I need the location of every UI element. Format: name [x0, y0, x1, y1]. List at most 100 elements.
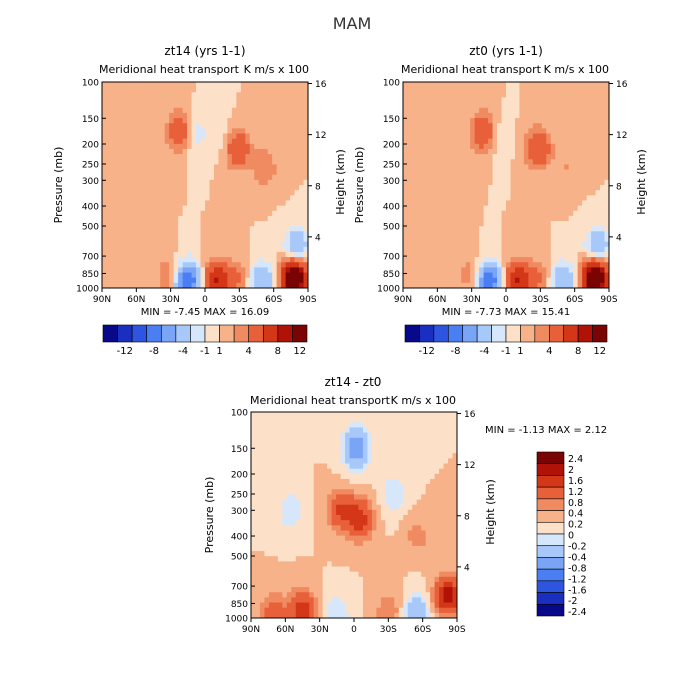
heatmap-cell — [254, 262, 260, 268]
heatmap-cell — [506, 154, 511, 160]
heatmap-cell — [582, 282, 588, 289]
heatmap-cell — [371, 566, 377, 573]
heatmap-cell — [456, 221, 462, 227]
heatmap-cell — [331, 499, 337, 506]
heatmap-cell — [155, 231, 161, 237]
heatmap-cell — [429, 154, 435, 160]
heatmap-cell — [218, 282, 224, 289]
heatmap-cell — [559, 272, 565, 279]
heatmap-cell — [209, 262, 215, 268]
heatmap-cell — [411, 159, 417, 165]
heatmap-cell — [447, 226, 453, 232]
heatmap-cell — [322, 468, 328, 475]
heatmap-cell — [218, 277, 224, 284]
heatmap-cell — [501, 241, 507, 248]
heatmap-cell — [119, 210, 125, 217]
heatmap-cell — [420, 221, 426, 227]
heatmap-cell — [479, 102, 485, 109]
heatmap-cell — [236, 169, 242, 176]
heatmap-cell — [251, 592, 256, 598]
heatmap-cell — [222, 97, 228, 103]
heatmap-cell — [595, 241, 601, 248]
heatmap-cell — [291, 432, 297, 439]
heatmap-cell — [236, 246, 242, 253]
heatmap-cell — [322, 473, 328, 480]
heatmap-cell — [264, 597, 270, 603]
heatmap-cell — [376, 442, 382, 449]
heatmap-cell — [501, 200, 507, 206]
heatmap-cell — [582, 262, 588, 268]
heatmap-cell — [461, 133, 467, 140]
heatmap-cell — [264, 612, 270, 619]
heatmap-cell — [582, 138, 588, 145]
heatmap-cell — [155, 257, 161, 263]
heatmap-cell — [286, 576, 292, 583]
heatmap-cell — [336, 515, 341, 521]
heatmap-cell — [550, 148, 556, 155]
heatmap-cell — [182, 179, 188, 186]
heatmap-cell — [263, 159, 269, 165]
heatmap-cell — [294, 164, 300, 170]
heatmap-cell — [291, 576, 297, 583]
heatmap-cell — [236, 123, 242, 129]
heatmap-cell — [200, 195, 206, 201]
heatmap-cell — [497, 169, 502, 176]
heatmap-cell — [345, 612, 350, 619]
heatmap-cell — [528, 200, 534, 206]
heatmap-cell — [327, 587, 333, 593]
heatmap-cell — [213, 164, 219, 170]
heatmap-cell — [336, 545, 341, 552]
heatmap-cell — [340, 592, 346, 598]
heatmap-cell — [137, 138, 143, 145]
heatmap-cell — [376, 556, 382, 562]
heatmap-cell — [205, 169, 210, 176]
heatmap-cell — [582, 185, 588, 191]
heatmap-cell — [514, 112, 520, 119]
heatmap-cell — [407, 221, 413, 227]
heatmap-cell — [272, 92, 278, 98]
heatmap-cell — [595, 221, 601, 227]
heatmap-cell — [349, 561, 355, 567]
heatmap-cell — [160, 143, 166, 150]
heatmap-cell — [452, 118, 458, 124]
heatmap-cell — [309, 566, 315, 573]
heatmap-cell — [541, 174, 547, 181]
heatmap-cell — [169, 143, 175, 150]
heatmap-cell — [447, 190, 453, 196]
heatmap-cell — [483, 112, 489, 119]
heatmap-cell — [277, 587, 283, 593]
heatmap-cell — [205, 282, 210, 289]
heatmap-cell — [182, 251, 188, 258]
heatmap-cell — [474, 179, 480, 186]
heatmap-cell — [519, 257, 525, 263]
heatmap-cell — [555, 226, 561, 232]
heatmap-cell — [586, 133, 592, 140]
heatmap-cell — [254, 174, 260, 181]
heatmap-cell — [465, 221, 471, 227]
heatmap-cell — [187, 102, 192, 109]
heatmap-cell — [434, 159, 440, 165]
heatmap-cell — [555, 128, 561, 134]
heatmap-cell — [106, 282, 112, 289]
heatmap-cell — [523, 246, 529, 253]
heatmap-cell — [160, 241, 166, 248]
heatmap-cell — [303, 133, 309, 140]
colorbar-swatch — [548, 324, 565, 343]
heatmap-cell — [240, 138, 246, 145]
heatmap-cell — [416, 174, 422, 181]
heatmap-cell — [282, 427, 288, 433]
heatmap-cell — [367, 453, 373, 459]
heatmap-cell — [438, 148, 444, 155]
heatmap-cell — [263, 154, 269, 160]
heatmap-cell — [231, 159, 237, 165]
heatmap-cell — [577, 118, 583, 124]
heatmap-cell — [600, 128, 605, 134]
heatmap-cell — [492, 87, 498, 93]
heatmap-cell — [272, 82, 278, 88]
heatmap-cell — [564, 200, 570, 206]
heatmap-cell — [550, 154, 556, 160]
heatmap-cell — [434, 143, 440, 150]
heatmap-cell — [416, 133, 422, 140]
heatmap-cell — [182, 138, 188, 145]
colorbar-label: -1 — [200, 346, 210, 357]
